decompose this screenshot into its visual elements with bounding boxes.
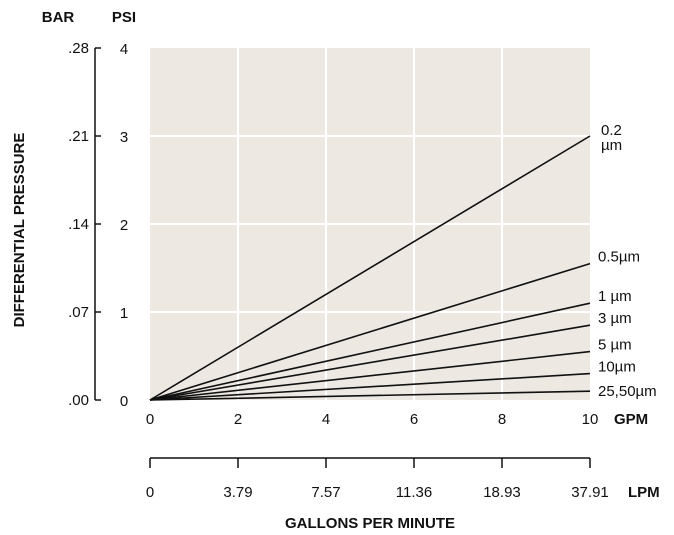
series-label: 0.2 <box>601 122 622 139</box>
psi-tick-label: 0 <box>120 393 128 410</box>
chart-labels: .00 .07 .14 .21 .28 BAR 0 1 2 3 4 PSI DIFFERENTIAL P… <box>11 9 660 532</box>
lpm-tick-label: 37.91 <box>571 484 609 501</box>
bar-tick-label: .28 <box>68 40 89 57</box>
series-line <box>149 135 591 401</box>
lpm-tick-label: 7.57 <box>311 484 340 501</box>
gpm-tick-label: 4 <box>322 411 330 428</box>
series-line <box>149 302 591 401</box>
series-label: 10µm <box>598 359 636 376</box>
y-axis-title: DIFFERENTIAL PRESSURE <box>11 133 28 328</box>
lpm-tick-label: 3.79 <box>223 484 252 501</box>
gpm-tick-label: 6 <box>410 411 418 428</box>
lpm-unit-label: LPM <box>628 484 660 501</box>
bar-tick-label: .00 <box>68 392 89 409</box>
psi-tick-label: 1 <box>120 305 128 322</box>
bar-tick-label: .21 <box>68 128 89 145</box>
series-label: 0.5µm <box>598 249 640 266</box>
series-lines <box>149 135 591 401</box>
psi-tick-label: 3 <box>120 129 128 146</box>
bar-tick-label: .07 <box>68 304 89 321</box>
series-label: 3 µm <box>598 310 632 327</box>
series-label: 5 µm <box>598 337 632 354</box>
psi-tick-label: 2 <box>120 217 128 234</box>
bar-tick-label: .14 <box>68 216 89 233</box>
series-line <box>149 324 591 401</box>
gpm-tick-label: 2 <box>234 411 242 428</box>
gpm-tick-label: 8 <box>498 411 506 428</box>
series-label: µm <box>601 137 622 154</box>
psi-unit-label: PSI <box>112 9 136 26</box>
series-label: 1 µm <box>598 288 632 305</box>
lpm-tick-label: 18.93 <box>483 484 521 501</box>
grid <box>150 48 590 400</box>
series-label: 25,50µm <box>598 383 657 400</box>
psi-tick-label: 4 <box>120 41 128 58</box>
gpm-tick-label: 10 <box>582 411 599 428</box>
series-line <box>149 390 591 401</box>
gpm-unit-label: GPM <box>614 411 648 428</box>
series-line <box>149 262 591 401</box>
series-line <box>149 372 591 401</box>
lpm-tick-label: 0 <box>146 484 154 501</box>
lpm-tick-label: 11.36 <box>396 484 432 501</box>
gpm-tick-label: 0 <box>146 411 154 428</box>
series-line <box>149 350 591 401</box>
bar-unit-label: BAR <box>42 9 75 26</box>
axes <box>94 47 591 468</box>
x-axis-title: GALLONS PER MINUTE <box>285 515 455 532</box>
